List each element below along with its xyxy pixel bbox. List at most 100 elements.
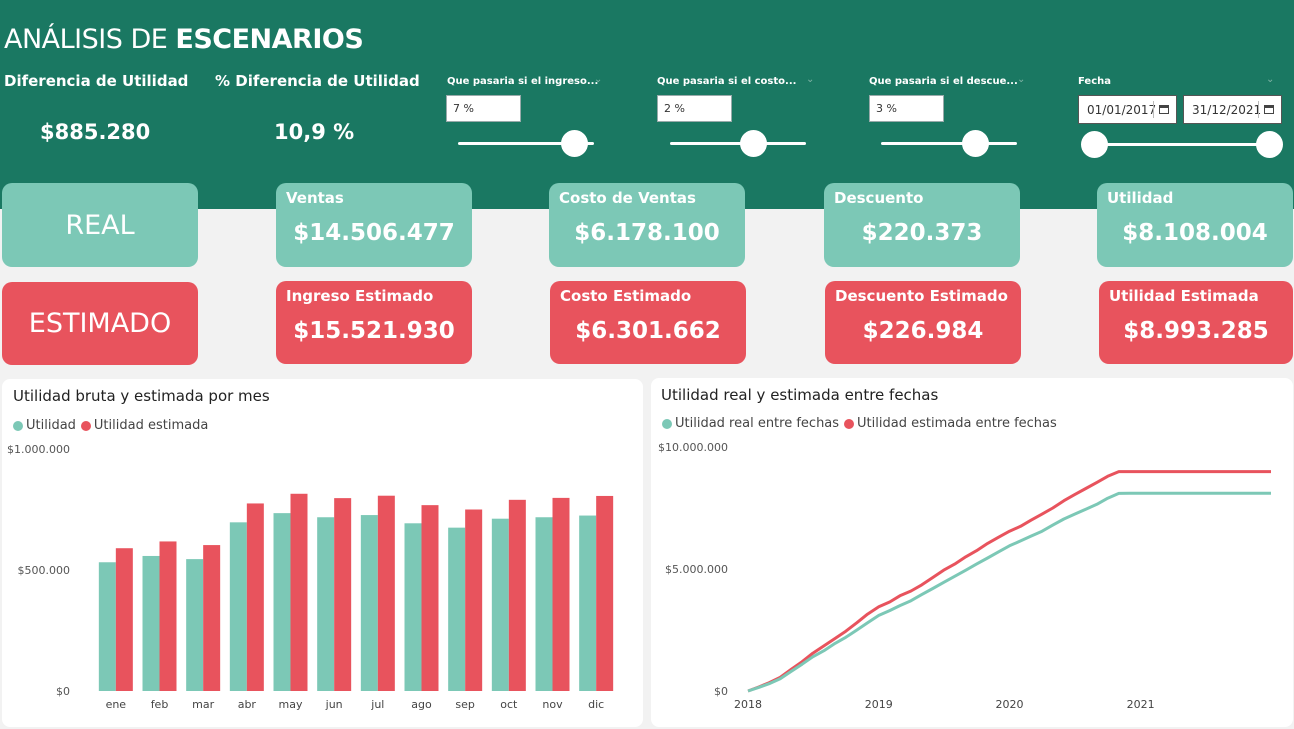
bar-estimada (246, 503, 264, 691)
x-tick-label: 2021 (1127, 698, 1155, 711)
legend-dot (13, 420, 23, 431)
y-tick-label: $1.000.000 (7, 443, 70, 456)
y-tick-label: $0 (714, 685, 728, 698)
page-title: ANÁLISIS DE ESCENARIOS (4, 24, 364, 55)
y-tick-label: $5.000.000 (665, 563, 728, 576)
x-tick-label: oct (500, 698, 518, 711)
estimado-label-card: ESTIMADO (2, 282, 198, 365)
x-tick-label: mar (192, 698, 214, 711)
date-slider-end-thumb[interactable] (1256, 131, 1283, 158)
card-value: $6.178.100 (574, 220, 720, 246)
bar-utilidad (448, 527, 466, 691)
card-label: Ingreso Estimado (286, 287, 434, 305)
slicer-costo-label: Que pasaria si el costo... (657, 76, 797, 87)
bar-estimada (552, 497, 570, 691)
date-end-value: 31/12/2021 (1192, 103, 1262, 117)
x-tick-label: 2019 (865, 698, 893, 711)
bar-chart-panel: Utilidad bruta y estimada por mes Utilid… (2, 379, 643, 727)
chevron-down-icon[interactable]: ⌄ (1266, 74, 1275, 85)
kpi-value-porcentaje: 10,9 % (274, 120, 355, 144)
bar-utilidad (98, 562, 116, 691)
legend-item[interactable]: Utilidad real entre fechas (662, 416, 839, 431)
bar-utilidad (317, 517, 335, 691)
card-value: $226.984 (862, 318, 984, 344)
real-label-card: REAL (2, 183, 198, 267)
card-costo-estimado: Costo Estimado $6.301.662 (550, 281, 746, 364)
y-tick-label: $500.000 (18, 564, 71, 577)
bar-estimada (290, 493, 308, 691)
date-end-input[interactable]: 31/12/2021 (1183, 95, 1282, 124)
legend-label: Utilidad estimada entre fechas (857, 416, 1057, 431)
estimado-label: ESTIMADO (28, 308, 172, 339)
calendar-icon[interactable] (1153, 101, 1173, 118)
bar-estimada (465, 509, 483, 691)
slicer-costo-input[interactable]: 2 % (657, 95, 732, 122)
legend-dot (844, 418, 855, 429)
bar-utilidad (535, 517, 553, 691)
kpi-value-diferencia: $885.280 (40, 120, 151, 144)
date-slider-track[interactable] (1095, 143, 1270, 146)
card-label: Descuento Estimado (835, 287, 1008, 305)
bar-estimada (377, 495, 395, 691)
kpi-label-diferencia: Diferencia de Utilidad (4, 72, 189, 90)
card-costo-ventas: Costo de Ventas $6.178.100 (549, 183, 745, 267)
x-tick-label: jun (325, 698, 343, 711)
slicer-costo-thumb[interactable] (740, 130, 767, 157)
line-chart: $0 $5.000.000 $10.000.000 2018 2019 2020 2021 (658, 441, 1271, 711)
slicer-descuento-thumb[interactable] (962, 130, 989, 157)
legend-item[interactable]: Utilidad (13, 418, 76, 433)
line-chart-panel: Utilidad real y estimada entre fechas Ut… (651, 378, 1293, 727)
slicer-descuento-label: Que pasaria si el descue... (869, 76, 1018, 87)
legend-label: Utilidad real entre fechas (675, 416, 840, 431)
x-tick-label: 2020 (996, 698, 1024, 711)
card-utilidad: Utilidad $8.108.004 (1097, 183, 1293, 267)
slicer-ingreso-input[interactable]: 7 % (446, 95, 521, 122)
card-label: Utilidad Estimada (1109, 287, 1259, 305)
line-chart-title: Utilidad real y estimada entre fechas (661, 386, 939, 404)
x-tick-label: feb (151, 698, 169, 711)
x-tick-label: dic (588, 698, 604, 711)
card-descuento: Descuento $220.373 (824, 183, 1020, 267)
date-slicer-label: Fecha (1078, 76, 1112, 87)
bar-estimada (115, 548, 133, 691)
bar-estimada (334, 498, 352, 691)
legend-item[interactable]: Utilidad estimada (80, 418, 209, 433)
bar-utilidad (360, 515, 378, 691)
legend-dot (662, 418, 672, 429)
x-tick-label: 2018 (734, 698, 762, 711)
bar-utilidad (404, 523, 422, 691)
x-tick-label: may (279, 698, 303, 711)
bar-chart-legend: Utilidad Utilidad estimada (13, 418, 213, 433)
slicer-ingreso-thumb[interactable] (561, 130, 588, 157)
card-value: $8.108.004 (1122, 220, 1268, 246)
chevron-down-icon[interactable]: ⌄ (806, 74, 815, 85)
chevron-down-icon[interactable]: ⌄ (1017, 74, 1026, 85)
calendar-icon[interactable] (1258, 101, 1278, 118)
kpi-label-porcentaje: % Diferencia de Utilidad (215, 72, 420, 90)
legend-dot (80, 420, 91, 431)
chevron-down-icon[interactable]: ⌄ (594, 74, 603, 85)
date-start-input[interactable]: 01/01/2017 (1078, 95, 1177, 124)
card-ingreso-estimado: Ingreso Estimado $15.521.930 (276, 281, 472, 364)
bar-estimada (421, 505, 439, 691)
slicer-costo-track[interactable] (670, 142, 806, 145)
date-slider-start-thumb[interactable] (1081, 131, 1108, 158)
y-tick-label: $0 (56, 685, 70, 698)
line-utilidad-estimada (747, 470, 1271, 693)
line-utilidad-real (747, 491, 1271, 693)
card-label: Utilidad (1107, 189, 1174, 207)
slicer-ingreso-label: Que pasaria si el ingreso... (447, 76, 599, 87)
bar-utilidad (579, 515, 597, 691)
slicer-descuento-input[interactable]: 3 % (869, 95, 944, 122)
slicer-ingreso-track[interactable] (458, 142, 594, 145)
card-value: $14.506.477 (293, 220, 455, 246)
card-value: $15.521.930 (293, 318, 455, 344)
legend-item[interactable]: Utilidad estimada entre fechas (844, 416, 1057, 431)
bar-utilidad (491, 518, 509, 691)
legend-label: Utilidad estimada (93, 418, 209, 433)
card-label: Costo de Ventas (559, 189, 696, 207)
card-label: Descuento (834, 189, 924, 207)
real-label: REAL (65, 209, 135, 241)
slicer-descuento-track[interactable] (881, 142, 1017, 145)
card-label: Ventas (286, 189, 344, 207)
